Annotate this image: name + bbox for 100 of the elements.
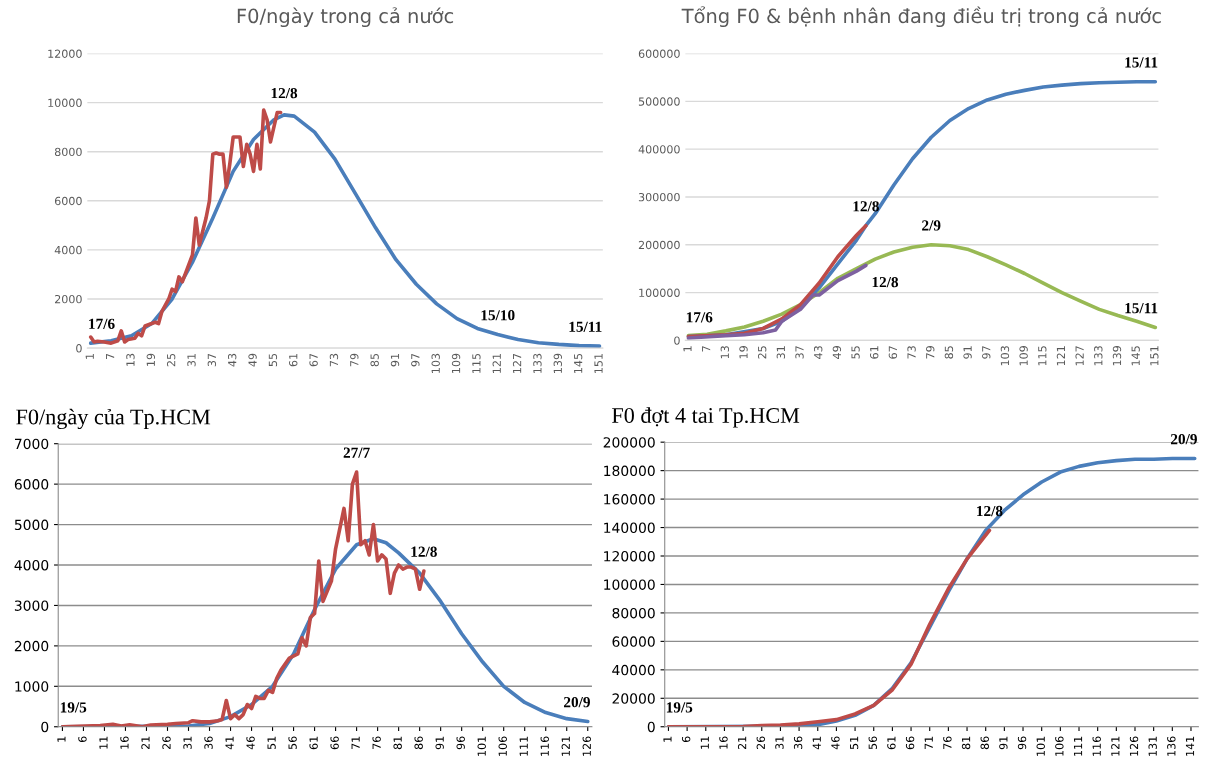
annotation: 12/8 (411, 546, 437, 557)
x-tick-label: 73 (907, 346, 916, 359)
x-tick-label: 13 (720, 346, 730, 359)
x-tick-label: 26 (756, 736, 765, 750)
x-tick-label: 145 (1131, 346, 1140, 366)
y-tick-label: 600000 (638, 49, 680, 58)
x-tick-label: 91 (390, 353, 400, 367)
annotation: 19/5 (666, 702, 693, 713)
y-tick-label: 2000 (14, 640, 49, 652)
x-tick-label: 41 (225, 736, 234, 750)
x-tick-label: 121 (492, 353, 501, 373)
y-tick-label: 200000 (603, 437, 655, 448)
x-tick-label: 101 (1036, 736, 1045, 756)
y-tick-label: 0 (674, 336, 680, 345)
x-tick-label: 37 (795, 346, 804, 359)
line-series (666, 528, 992, 727)
x-tick-label: 81 (961, 736, 971, 750)
x-tick-label: 41 (812, 736, 821, 750)
x-tick-label: 55 (268, 353, 278, 367)
x-tick-label: 49 (832, 346, 842, 359)
x-tick-label: 141 (1185, 736, 1195, 756)
line-series (88, 108, 283, 345)
x-tick-label: 97 (982, 346, 991, 359)
x-tick-label: 43 (813, 346, 823, 359)
x-tick-label: 31 (187, 353, 196, 367)
x-tick-label: 133 (1094, 346, 1103, 366)
x-tick-label: 6 (78, 736, 87, 743)
x-tick-label: 145 (574, 353, 583, 373)
x-tick-label: 43 (227, 353, 237, 367)
y-tick-label: 120000 (604, 550, 655, 562)
annotation: 15/11 (569, 321, 602, 332)
x-tick-label: 76 (943, 736, 952, 750)
x-tick-label: 151 (1150, 346, 1159, 366)
x-tick-label: 51 (267, 736, 276, 750)
x-tick-label: 136 (1167, 736, 1176, 756)
y-tick-label: 5000 (14, 519, 49, 531)
x-tick-label: 66 (905, 736, 915, 750)
annotation: 12/8 (853, 201, 879, 212)
x-tick-label: 96 (1017, 736, 1027, 750)
y-tick-label: 200000 (638, 240, 680, 250)
y-tick-label: 140000 (604, 522, 655, 534)
y-tick-label: 0 (41, 721, 49, 733)
x-tick-label: 13 (126, 353, 135, 366)
y-tick-label: 6000 (14, 479, 49, 490)
y-tick-label: 400000 (638, 145, 680, 154)
x-tick-label: 121 (561, 736, 570, 756)
x-tick-label: 127 (1075, 346, 1084, 366)
annotation: 15/11 (1125, 57, 1158, 68)
chart-title: Tổng F0 & bệnh nhân đang điều trị trong cả nước (681, 6, 1161, 28)
x-tick-label: 115 (472, 353, 481, 373)
x-tick-label: 36 (204, 736, 213, 750)
y-tick-label: 0 (76, 344, 82, 353)
x-tick-label: 16 (120, 736, 129, 749)
annotation: 2/9 (922, 220, 941, 231)
x-tick-label: 67 (309, 353, 318, 367)
x-tick-label: 97 (411, 353, 420, 367)
x-tick-label: 55 (851, 346, 860, 359)
y-tick-label: 2000 (55, 294, 82, 304)
x-tick-label: 51 (850, 736, 859, 750)
x-tick-label: 115 (1038, 346, 1047, 366)
x-tick-label: 103 (431, 353, 440, 373)
x-tick-label: 127 (512, 353, 522, 373)
chart-title: F0/ngày trong cả nước (237, 7, 454, 28)
x-tick-label: 91 (435, 736, 444, 750)
y-tick-label: 4000 (14, 559, 49, 571)
x-tick-label: 133 (533, 353, 542, 373)
x-tick-label: 11 (700, 736, 709, 749)
y-tick-label: 10000 (48, 98, 82, 108)
x-tick-label: 126 (582, 736, 591, 756)
x-tick-label: 109 (1019, 346, 1028, 366)
y-tick-label: 80000 (612, 607, 655, 619)
x-tick-label: 6 (681, 736, 691, 743)
x-tick-label: 86 (980, 736, 989, 750)
x-tick-label: 71 (351, 736, 360, 750)
x-tick-label: 121 (1111, 736, 1120, 756)
x-tick-label: 126 (1129, 736, 1139, 756)
x-tick-label: 56 (288, 736, 297, 750)
y-tick-label: 12000 (48, 49, 82, 58)
chart-title: F0/ngày của Tp.HCM (16, 408, 211, 430)
x-tick-label: 31 (183, 736, 192, 750)
x-tick-label: 49 (248, 353, 257, 367)
x-tick-label: 116 (540, 736, 549, 756)
x-tick-label: 79 (350, 353, 359, 367)
x-tick-label: 31 (776, 346, 786, 359)
x-tick-label: 106 (498, 736, 507, 756)
x-tick-label: 73 (329, 353, 339, 367)
x-tick-label: 16 (719, 736, 728, 749)
annotation: 15/11 (1125, 303, 1158, 314)
x-tick-label: 139 (1112, 346, 1122, 366)
annotation: 20/9 (564, 696, 590, 708)
y-tick-label: 20000 (612, 693, 655, 704)
y-tick-label: 6000 (54, 196, 82, 206)
y-tick-label: 8000 (54, 147, 82, 157)
x-tick-label: 91 (963, 346, 972, 359)
x-tick-label: 151 (594, 353, 603, 373)
x-tick-label: 46 (246, 736, 255, 750)
x-tick-label: 101 (477, 736, 486, 756)
x-tick-label: 96 (456, 736, 465, 750)
x-tick-label: 7 (106, 353, 115, 360)
x-tick-label: 71 (924, 736, 933, 750)
